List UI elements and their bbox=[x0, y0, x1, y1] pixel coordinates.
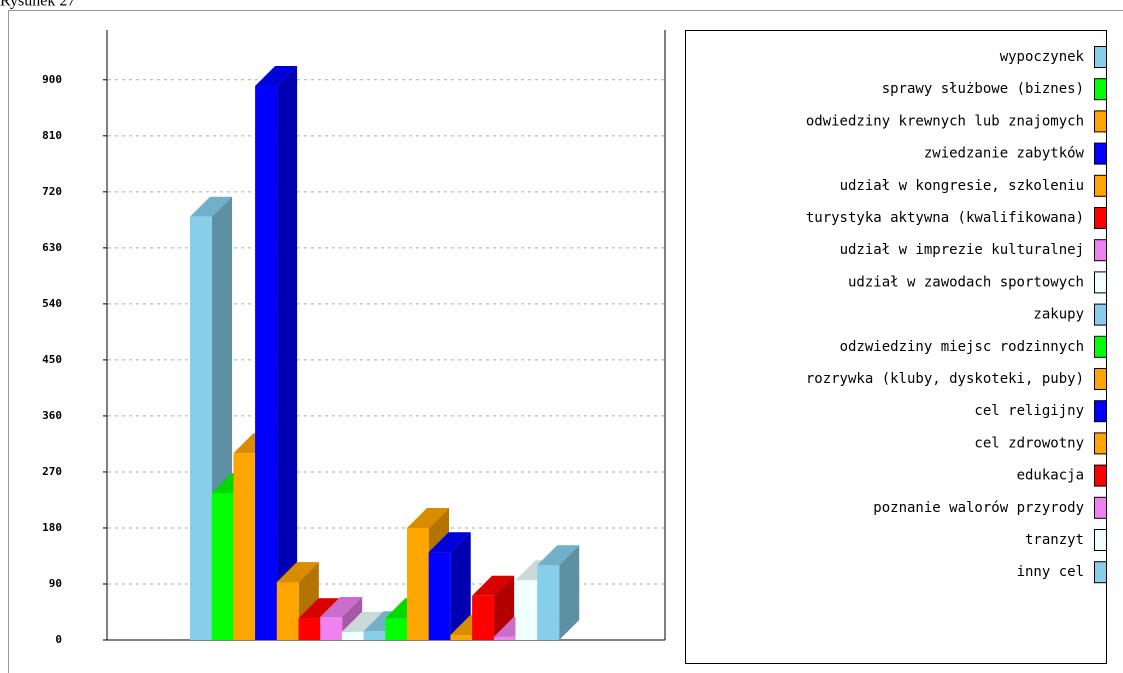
legend-swatch bbox=[1094, 207, 1107, 229]
bar-top bbox=[472, 575, 515, 596]
legend-label: sprawy służbowe (biznes) bbox=[882, 81, 1084, 97]
bar-top-shade bbox=[428, 532, 471, 553]
bar-top bbox=[190, 196, 232, 217]
legend-label: odzwiedziny miejsc rodzinnych bbox=[840, 339, 1084, 355]
legend-label: poznanie walorów przyrody bbox=[873, 500, 1084, 516]
bar-top-shade bbox=[341, 611, 384, 632]
bar-top bbox=[341, 611, 384, 632]
legend-swatch bbox=[1094, 239, 1107, 262]
legend bbox=[685, 30, 1107, 664]
bar-top bbox=[537, 545, 580, 566]
legend-swatch bbox=[1094, 46, 1107, 68]
legend-label: inny cel bbox=[1017, 564, 1084, 580]
y-tick-label: 720 bbox=[42, 185, 62, 198]
bar-front bbox=[472, 595, 495, 640]
bar-top bbox=[320, 596, 363, 617]
bar-side bbox=[277, 66, 298, 641]
bar-front bbox=[341, 631, 364, 640]
bar-top-shade bbox=[255, 66, 298, 87]
frame bbox=[8, 10, 1123, 673]
bar-front bbox=[407, 527, 429, 640]
y-tick-label: 90 bbox=[49, 577, 62, 590]
bar-front bbox=[537, 565, 560, 640]
y-tick-label: 540 bbox=[42, 297, 62, 310]
bar-front bbox=[515, 580, 538, 640]
bar-top-shade bbox=[472, 575, 515, 596]
bar-front bbox=[450, 635, 473, 640]
legend-swatch bbox=[1094, 142, 1107, 165]
y-tick-label: 360 bbox=[42, 409, 62, 422]
bar-front bbox=[428, 552, 451, 640]
legend-swatch bbox=[1094, 303, 1107, 326]
bar-top-shade bbox=[320, 596, 363, 617]
bar-top bbox=[255, 66, 298, 87]
y-tick-label: 450 bbox=[42, 353, 62, 366]
y-tick-label: 630 bbox=[42, 241, 62, 254]
bar-top-shade bbox=[190, 196, 232, 217]
bar-front bbox=[493, 636, 516, 640]
legend-label: rozrywka (kluby, dyskoteki, puby) bbox=[806, 371, 1084, 387]
bar-front bbox=[276, 582, 299, 640]
legend-label: turystyka aktywna (kwalifikowana) bbox=[806, 210, 1084, 226]
legend-label: edukacja bbox=[1017, 468, 1084, 484]
bar-front bbox=[298, 618, 321, 640]
legend-label: cel zdrowotny bbox=[974, 435, 1084, 451]
bar-front bbox=[363, 631, 386, 640]
legend-label: cel religijny bbox=[974, 403, 1084, 419]
bar-front bbox=[233, 453, 256, 640]
bar-front bbox=[211, 493, 234, 640]
legend-swatch bbox=[1094, 561, 1107, 584]
bar-top-shade bbox=[537, 545, 580, 566]
legend-swatch bbox=[1094, 174, 1107, 197]
caption: Rysunek 27 bbox=[0, 0, 75, 10]
legend-label: wypoczynek bbox=[1000, 49, 1085, 65]
legend-swatch bbox=[1094, 335, 1107, 358]
legend-label: udział w imprezie kulturalnej bbox=[840, 242, 1084, 258]
legend-label: odwiedziny krewnych lub znajomych bbox=[806, 113, 1084, 129]
bar-side-shade bbox=[450, 532, 471, 640]
legend-swatch bbox=[1094, 110, 1107, 133]
bar-top-shade bbox=[407, 507, 449, 528]
y-tick-label: 900 bbox=[42, 73, 62, 86]
legend-swatch bbox=[1094, 400, 1107, 423]
bar-front bbox=[255, 86, 278, 641]
bar-top bbox=[407, 507, 449, 528]
legend-swatch bbox=[1094, 464, 1107, 487]
legend-swatch bbox=[1094, 496, 1107, 519]
bar-top-shade bbox=[298, 598, 341, 619]
y-tick-label: 0 bbox=[55, 633, 62, 646]
legend-swatch bbox=[1094, 368, 1107, 390]
bar bbox=[255, 66, 298, 641]
legend-label: udział w kongresie, szkoleniu bbox=[840, 178, 1084, 194]
legend-swatch bbox=[1094, 529, 1107, 551]
bar-side bbox=[450, 532, 471, 640]
bar-top bbox=[428, 532, 471, 553]
y-tick-label: 180 bbox=[42, 521, 62, 534]
y-tick-label: 810 bbox=[42, 129, 62, 142]
legend-swatch bbox=[1094, 271, 1107, 294]
bar-front bbox=[385, 618, 408, 640]
legend-swatch bbox=[1094, 78, 1107, 101]
bar-side bbox=[559, 545, 580, 640]
legend-swatch bbox=[1094, 432, 1107, 455]
legend-label: udział w zawodach sportowych bbox=[848, 274, 1084, 290]
legend-label: zakupy bbox=[1033, 307, 1084, 323]
bar-top bbox=[276, 562, 319, 583]
bar-top bbox=[298, 598, 341, 619]
legend-label: zwiedzanie zabytków bbox=[924, 146, 1085, 162]
legend-label: tranzyt bbox=[1025, 532, 1084, 548]
bar bbox=[428, 532, 471, 640]
bar-top-shade bbox=[276, 562, 319, 583]
bar bbox=[537, 545, 580, 640]
bar-side-shade bbox=[559, 545, 580, 640]
bar-front bbox=[320, 616, 343, 640]
bar-side-shade bbox=[277, 66, 298, 641]
bar-front bbox=[190, 216, 212, 641]
y-tick-label: 270 bbox=[42, 465, 62, 478]
